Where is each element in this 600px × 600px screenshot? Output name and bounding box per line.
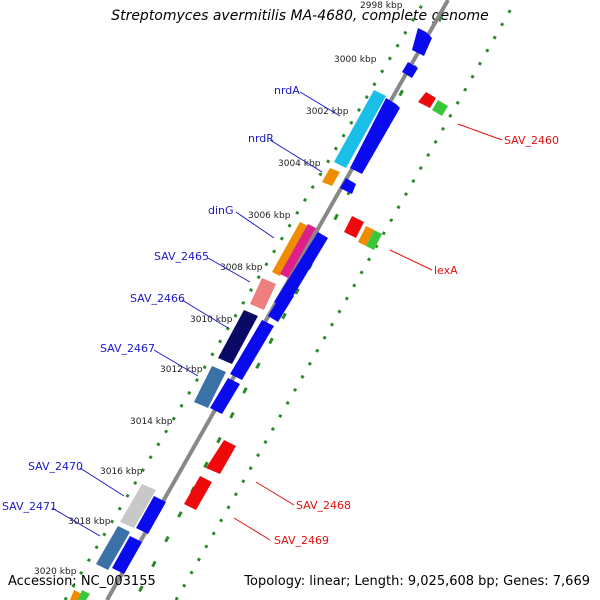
gene-dinG-2[interactable] [280, 224, 316, 278]
scale-label: 3016 kbp [100, 467, 143, 477]
gene-forward[interactable] [136, 496, 166, 534]
right-callouts [233, 123, 503, 541]
scale-label: 2998 kbp [360, 1, 403, 11]
gene-forward[interactable] [274, 232, 328, 308]
scale-label: 3020 kbp [34, 567, 77, 577]
scale-label: 3012 kbp [160, 365, 203, 375]
accession-text: Accession: NC_003155 [8, 574, 156, 589]
gene-lexA-reverse[interactable] [344, 216, 364, 238]
gene-SAV-2470[interactable] [120, 484, 156, 528]
left-callouts [51, 91, 341, 537]
scale-label: 3018 kbp [68, 517, 111, 527]
gene-nrdA-forward[interactable] [350, 98, 400, 174]
gene-label-SAV-2466[interactable]: SAV_2466 [130, 292, 185, 305]
gene-dinG[interactable] [272, 222, 308, 276]
gene-nrdR[interactable] [322, 168, 340, 186]
gene-label-dinG[interactable]: dinG [208, 204, 234, 217]
gene-SAV-2467[interactable] [194, 366, 226, 408]
gene-label-nrdA[interactable]: nrdA [274, 84, 300, 97]
scale-label: 3004 kbp [278, 159, 321, 169]
gene-SAV-2460-reverse[interactable] [418, 92, 436, 108]
gene-label-SAV-2470[interactable]: SAV_2470 [28, 460, 83, 473]
gene-bottom-green[interactable] [78, 590, 90, 600]
genome-stats-text: Topology: linear; Length: 9,025,608 bp; … [244, 574, 590, 589]
scale-label: 3008 kbp [220, 263, 263, 273]
scale-label: 3014 kbp [130, 417, 173, 427]
scale-label: 3010 kbp [190, 315, 233, 325]
gene-label-SAV-2465[interactable]: SAV_2465 [154, 250, 209, 263]
gene-forward[interactable] [340, 178, 356, 194]
gene-SAV-2460-green[interactable] [432, 100, 448, 116]
gene-label-SAV-2467[interactable]: SAV_2467 [100, 342, 155, 355]
gene-SAV-2469-reverse[interactable] [184, 476, 212, 510]
gene-forward[interactable] [210, 378, 240, 414]
gene-forward[interactable] [412, 28, 432, 56]
gene-SAV-2471[interactable] [96, 526, 130, 570]
gene-lexA-orange[interactable] [358, 226, 374, 246]
gene-label-SAV-2460[interactable]: SAV_2460 [504, 134, 559, 147]
gene-label-nrdR[interactable]: nrdR [248, 132, 274, 145]
gene-forward[interactable] [268, 290, 294, 322]
gene-label-lexA[interactable]: lexA [434, 264, 458, 277]
gene-SAV-2466[interactable] [218, 310, 258, 364]
gene-nrdA[interactable] [334, 90, 386, 168]
gene-lexA-green[interactable] [366, 230, 382, 250]
gene-SAV-2468-reverse[interactable] [206, 440, 236, 474]
gene-forward[interactable] [112, 536, 142, 574]
map-title: Streptomyces avermitilis MA-4680, comple… [111, 8, 489, 24]
gene-label-SAV-2468[interactable]: SAV_2468 [296, 499, 351, 512]
gene-SAV-2465[interactable] [250, 278, 276, 310]
outer-gc-track [63, 0, 427, 600]
gene-forward[interactable] [402, 62, 418, 78]
gene-label-SAV-2469[interactable]: SAV_2469 [274, 534, 329, 547]
gene-forward[interactable] [230, 320, 274, 380]
scale-label: 3002 kbp [306, 107, 349, 117]
scale-label: 3000 kbp [334, 55, 377, 65]
scale-label: 3006 kbp [248, 211, 291, 221]
gene-label-SAV-2471[interactable]: SAV_2471 [2, 500, 57, 513]
